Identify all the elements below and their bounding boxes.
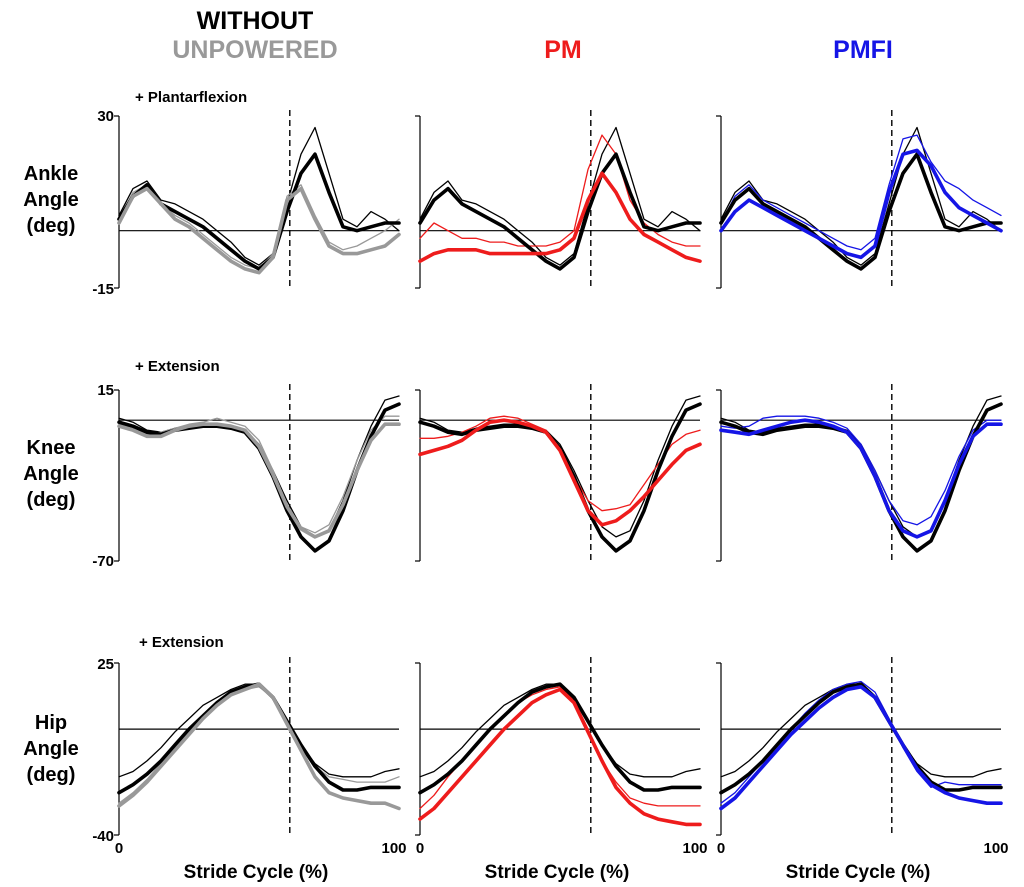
annotation-ankle-plantarflexion: + Plantarflexion xyxy=(135,89,247,106)
panel-hip-col2-series-without-thick xyxy=(418,682,702,795)
panel-knee-col3-series-without-thick xyxy=(719,402,1003,553)
panel-knee-col2 xyxy=(415,384,702,562)
row-label-knee-line2: Angle xyxy=(23,463,79,485)
panel-ankle-col3-series-without-thin xyxy=(720,126,1002,266)
ytick-ankle-top: 30 xyxy=(97,108,114,125)
ytick-knee-bottom: -70 xyxy=(92,553,114,570)
row-label-ankle-line3: (deg) xyxy=(27,215,76,237)
xtick-col2-end: 100 xyxy=(682,840,707,857)
ytick-hip-bottom: -40 xyxy=(92,828,114,845)
panel-ankle-col1-series-without-thick xyxy=(117,152,401,271)
column-title-pm: PM xyxy=(544,36,582,64)
column-title-unpowered: UNPOWERED xyxy=(172,36,337,64)
panel-ankle-col3-series-without-thick xyxy=(719,152,1003,271)
panel-hip-col1-series-unpowered-thin xyxy=(118,686,400,804)
xaxis-label-col2: Stride Cycle (%) xyxy=(485,862,630,883)
row-label-hip-line1: Hip xyxy=(35,712,67,734)
annotation-knee-extension: + Extension xyxy=(135,358,220,375)
panel-hip-col1 xyxy=(114,657,401,836)
panel-hip-col3-series-without-thick xyxy=(719,682,1003,795)
panel-hip-col3-series-pmfi-thin xyxy=(720,680,1002,804)
ytick-hip-top: 25 xyxy=(97,656,114,673)
panel-knee-col2-series-pm-thin xyxy=(419,415,701,512)
panel-hip-col2 xyxy=(415,657,702,836)
panel-ankle-col2-series-pm-thick xyxy=(418,171,702,264)
panel-knee-col2-series-without-thick xyxy=(418,402,702,553)
column-title-without: WITHOUT xyxy=(197,7,314,35)
panel-knee-col1 xyxy=(114,384,401,562)
panel-ankle-col2 xyxy=(415,110,702,289)
annotation-hip-extension: + Extension xyxy=(139,634,224,651)
ytick-knee-top: 15 xyxy=(97,382,114,399)
panel-knee-col1-series-unpowered-thin xyxy=(118,415,400,534)
row-label-knee: Knee Angle (deg) xyxy=(23,437,79,511)
panel-knee-col2-series-pm-thick xyxy=(418,418,702,527)
row-label-ankle-line2: Angle xyxy=(23,189,79,211)
row-label-ankle-line1: Ankle xyxy=(24,163,78,185)
ytick-ankle-bottom: -15 xyxy=(92,281,114,298)
panel-hip-col3 xyxy=(716,657,1003,836)
panel-ankle-col1 xyxy=(114,110,401,289)
panel-ankle-col1-series-without-thin xyxy=(118,126,400,266)
panel-ankle-col1-series-unpowered-thick xyxy=(117,186,401,275)
row-label-knee-line3: (deg) xyxy=(27,489,76,511)
panel-grid xyxy=(114,110,1003,836)
panel-ankle-col3 xyxy=(716,110,1003,289)
panel-hip-col3-series-pmfi-thick xyxy=(719,684,1003,811)
row-label-hip: Hip Angle (deg) xyxy=(23,712,79,786)
xaxis-label-col3: Stride Cycle (%) xyxy=(786,862,931,883)
column-title-pmfi: PMFI xyxy=(833,36,893,64)
panel-knee-col3 xyxy=(716,384,1003,562)
xtick-col3-end: 100 xyxy=(983,840,1008,857)
row-label-knee-line1: Knee xyxy=(27,437,76,459)
panel-ankle-col3-series-pmfi-thin xyxy=(720,134,1002,251)
row-label-hip-line2: Angle xyxy=(23,738,79,760)
row-label-ankle: Ankle Angle (deg) xyxy=(23,163,79,237)
panel-knee-col3-series-pmfi-thick xyxy=(719,418,1003,539)
xtick-col3-start: 0 xyxy=(717,840,725,857)
panel-hip-col2-series-pm-thick xyxy=(418,687,702,827)
panel-ankle-col2-series-without-thin xyxy=(419,126,701,266)
row-label-hip-line3: (deg) xyxy=(27,764,76,786)
xtick-col1-start: 0 xyxy=(115,840,123,857)
panel-knee-col1-series-unpowered-thick xyxy=(117,422,401,539)
panel-hip-col1-series-unpowered-thick xyxy=(117,682,401,811)
xtick-col1-end: 100 xyxy=(381,840,406,857)
xaxis-label-col1: Stride Cycle (%) xyxy=(184,862,329,883)
xtick-col2-start: 0 xyxy=(416,840,424,857)
panel-knee-col3-series-pmfi-thin xyxy=(720,415,1002,526)
panel-ankle-col2-series-without-thick xyxy=(418,152,702,271)
panel-knee-col1-series-without-thick xyxy=(117,402,401,553)
panel-ankle-col3-series-pmfi-thick xyxy=(719,148,1003,260)
